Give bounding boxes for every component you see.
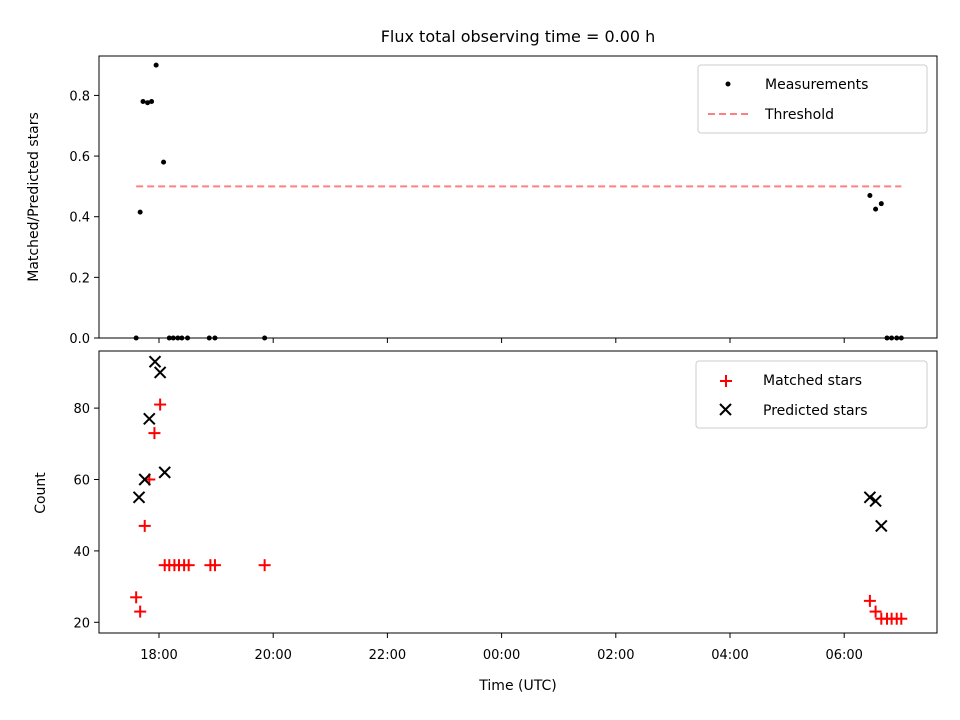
predicted-star-marker	[158, 466, 171, 479]
y-tick-label: 20	[73, 616, 90, 631]
measurement-point	[133, 335, 139, 341]
matched-star-marker	[134, 605, 147, 618]
measurement-point	[889, 335, 895, 341]
predicted-star-marker	[875, 519, 888, 533]
predicted-star-marker	[148, 355, 162, 368]
bottom-y-axis-label: Count	[33, 472, 49, 514]
y-tick-label: 80	[73, 402, 90, 417]
matched-star-marker	[138, 519, 151, 532]
x-tick-label: 02:00	[597, 648, 634, 663]
matched-star-marker	[895, 612, 908, 625]
measurement-point	[878, 201, 884, 207]
x-tick-label: 18:00	[140, 648, 177, 663]
x-tick-label: 00:00	[483, 648, 520, 663]
legend-predicted-label: Predicted stars	[763, 403, 868, 419]
x-tick-label: 04:00	[711, 648, 748, 663]
predicted-star-marker	[863, 491, 877, 504]
top-legend: Measurements Threshold	[697, 64, 928, 134]
x-axis-label: Time (UTC)	[478, 678, 556, 694]
matched-star-marker	[208, 559, 221, 572]
measurement-point	[175, 335, 181, 341]
measurement-point	[262, 335, 268, 341]
matched-star-marker	[154, 398, 167, 411]
matched-star-marker	[182, 559, 195, 572]
predicted-star-marker	[153, 366, 167, 379]
legend-measurements-label: Measurements	[765, 77, 868, 93]
x-tick-label: 22:00	[369, 648, 406, 663]
measurement-point	[179, 335, 185, 341]
predicted-star-marker	[138, 473, 151, 486]
top-plot-frame	[98, 55, 938, 339]
measurement-point	[185, 335, 191, 341]
measurement-point	[867, 192, 873, 198]
measurement-point	[206, 335, 212, 341]
measurement-point	[161, 159, 167, 165]
measurement-point	[898, 335, 904, 341]
bottom-y-ticks: 20 40 60 80	[73, 402, 99, 631]
bottom-series-layer	[130, 355, 908, 625]
top-legend-box	[697, 64, 928, 134]
legend-measurements-marker	[725, 81, 731, 87]
measurement-point	[153, 62, 159, 68]
y-tick-label: 0.4	[69, 211, 90, 226]
y-tick-label: 0.8	[69, 89, 90, 104]
measurement-point	[212, 335, 218, 341]
y-tick-label: 60	[73, 474, 90, 489]
legend-matched-marker	[720, 375, 732, 387]
measurement-point	[137, 209, 143, 215]
matched-star-marker	[130, 591, 143, 604]
measurement-point	[140, 98, 146, 104]
predicted-star-marker	[132, 491, 146, 504]
measurement-point	[894, 335, 900, 341]
top-x-ticks	[158, 338, 845, 343]
x-tick-label: 06:00	[825, 648, 862, 663]
measurement-point	[149, 98, 155, 104]
top-series-layer	[133, 62, 904, 341]
y-tick-label: 0.0	[69, 332, 90, 347]
y-tick-label: 40	[73, 545, 90, 560]
y-tick-label: 0.6	[69, 150, 90, 165]
measurement-point	[166, 335, 172, 341]
bottom-plot-frame	[98, 350, 938, 634]
matched-star-marker	[863, 594, 876, 607]
bottom-legend-box	[695, 360, 928, 429]
legend-predicted-marker	[719, 403, 732, 416]
measurement-point	[884, 335, 890, 341]
top-y-ticks: 0.0 0.2 0.4 0.6 0.8	[69, 89, 99, 347]
bottom-x-ticks: 18:00 20:00 22:00 00:00 02:00 04:00 06:00	[140, 633, 863, 663]
matched-star-marker	[869, 605, 882, 618]
legend-matched-label: Matched stars	[763, 373, 862, 389]
y-tick-label: 0.2	[69, 271, 90, 286]
predicted-star-marker	[143, 412, 156, 426]
predicted-star-marker	[869, 494, 882, 508]
bottom-plot-panel: 20 40 60 80 18:00 20:00 22:00 00:00 02:00 04:00 0…	[33, 350, 938, 694]
measurement-point	[170, 335, 176, 341]
x-tick-label: 20:00	[254, 648, 291, 663]
top-y-axis-label: Matched/Predicted stars	[26, 112, 42, 282]
chart-title: Flux total observing time = 0.00 h	[381, 27, 656, 46]
matched-star-marker	[148, 427, 161, 440]
top-plot-panel: 0.00.20.40.60.8 Matched/Predicted stars …	[26, 55, 938, 347]
matched-star-marker	[258, 559, 271, 572]
measurement-point	[145, 100, 151, 106]
legend-threshold-label: Threshold	[764, 107, 834, 123]
measurement-point	[873, 206, 879, 212]
bottom-legend: Matched stars Predicted stars	[695, 360, 928, 429]
